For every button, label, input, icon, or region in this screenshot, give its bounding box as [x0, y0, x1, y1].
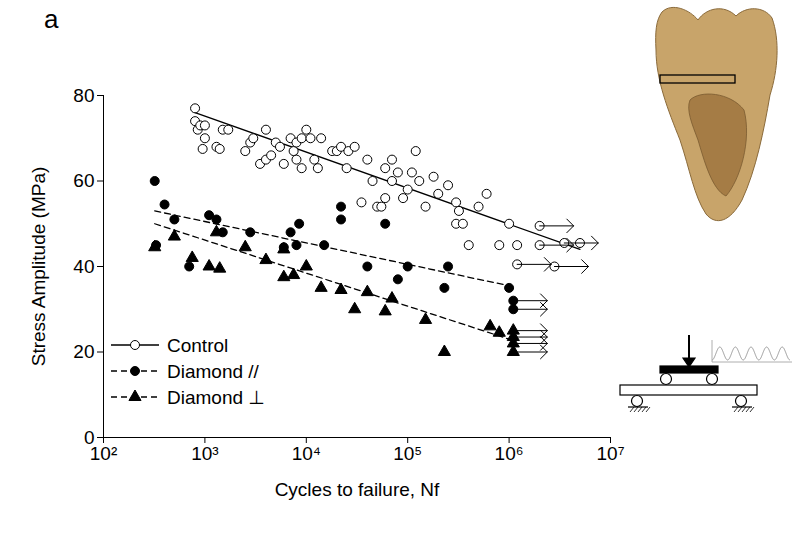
svg-text:Diamond ⊥: Diamond ⊥ — [167, 387, 265, 408]
svg-text:10³: 10³ — [191, 443, 218, 464]
svg-text:10⁷: 10⁷ — [596, 443, 624, 464]
svg-text:10⁵: 10⁵ — [393, 443, 422, 464]
svg-text:40: 40 — [73, 256, 94, 277]
svg-text:Cycles to failure, Nf: Cycles to failure, Nf — [275, 479, 440, 500]
svg-text:10²: 10² — [90, 443, 117, 464]
svg-text:Control: Control — [167, 335, 228, 356]
svg-text:Stress Amplitude (MPa): Stress Amplitude (MPa) — [28, 167, 49, 367]
svg-text:60: 60 — [73, 170, 94, 191]
svg-text:10⁶: 10⁶ — [495, 443, 524, 464]
svg-text:80: 80 — [73, 85, 94, 106]
svg-text:Diamond //: Diamond // — [167, 361, 260, 382]
svg-text:a: a — [44, 4, 59, 34]
svg-text:20: 20 — [73, 341, 94, 362]
svg-text:0: 0 — [83, 426, 95, 448]
svg-text:10⁴: 10⁴ — [292, 443, 321, 464]
